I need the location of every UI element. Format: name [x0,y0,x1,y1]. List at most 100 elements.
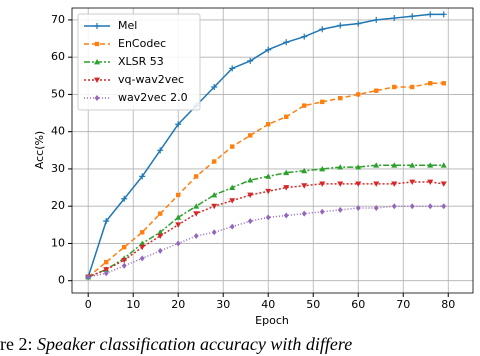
marker [427,179,434,185]
marker [103,267,110,273]
marker [103,270,109,277]
marker [265,188,272,195]
marker [247,192,254,199]
marker [373,162,380,168]
marker [374,88,379,93]
marker [373,205,379,212]
marker [283,39,290,46]
marker [355,205,361,212]
marker [391,181,398,187]
marker [266,122,271,127]
marker [248,133,253,138]
marker [409,179,416,185]
marker [230,144,235,149]
marker [158,211,163,216]
marker [392,84,397,90]
marker [193,211,200,217]
marker [175,214,182,220]
x-tick-label: 40 [261,298,275,311]
marker [157,233,164,239]
marker [157,229,164,235]
marker [320,99,325,105]
marker [337,22,344,29]
marker [194,174,199,179]
x-tick-label: 0 [85,298,92,311]
marker [139,244,146,251]
x-axis-label: Epoch [255,314,289,327]
legend-box [77,13,201,111]
marker [265,46,272,53]
marker [212,159,217,164]
y-tick-label: 60 [51,50,65,63]
marker [427,11,434,18]
marker [229,223,235,230]
marker [441,203,447,210]
x-tick-label: 10 [126,298,140,311]
marker [104,259,109,265]
y-tick-label: 40 [51,125,65,138]
marker [319,181,326,187]
legend-label: EnCodec [118,37,166,50]
legend-label: vq-wav2vec [118,73,184,86]
marker [211,192,218,198]
marker [122,244,127,250]
caption: re 2: Speaker classification accuracy wi… [0,334,352,354]
marker [94,77,100,83]
marker [139,255,145,262]
marker [121,262,127,269]
marker [319,26,326,33]
x-tick-label: 50 [306,298,320,311]
marker [440,181,447,187]
marker [247,218,253,225]
marker [211,83,218,90]
marker [175,222,182,228]
marker [175,240,181,247]
x-tick-label: 80 [441,298,455,311]
marker [373,16,380,23]
marker [409,13,416,20]
series-line [87,181,444,278]
marker [284,114,289,119]
marker [337,164,344,170]
marker [355,20,362,27]
marker [94,95,100,101]
x-tick-label: 20 [171,298,185,311]
marker [410,84,415,90]
marker [319,165,326,172]
x-tick-label: 70 [396,298,410,311]
y-tick-label: 50 [51,87,65,100]
marker [337,206,343,213]
marker [391,15,398,22]
caption-label: re 2: [0,334,32,354]
marker [247,57,254,64]
y-tick-label: 10 [51,236,65,249]
marker [265,173,272,179]
marker [301,210,307,217]
y-tick-label: 70 [51,13,65,26]
marker [409,162,416,168]
marker [409,203,415,210]
marker [193,233,199,239]
marker [301,167,308,174]
marker [301,33,308,40]
marker [94,59,100,65]
marker [441,81,446,86]
marker [176,192,181,198]
marker [391,203,397,210]
legend-label: XLSR 53 [118,55,164,68]
marker [283,169,290,176]
marker [103,218,110,225]
marker [283,185,290,191]
x-tick-label: 30 [216,298,230,311]
marker [356,92,361,97]
marker [175,121,182,128]
marker [319,208,325,215]
x-tick-label: 60 [351,298,365,311]
marker [229,198,236,204]
y-tick-label: 30 [51,162,65,175]
marker [157,147,164,154]
caption-text: Speaker classification accuracy with dif… [37,334,352,354]
marker [283,212,289,219]
marker [355,181,362,187]
